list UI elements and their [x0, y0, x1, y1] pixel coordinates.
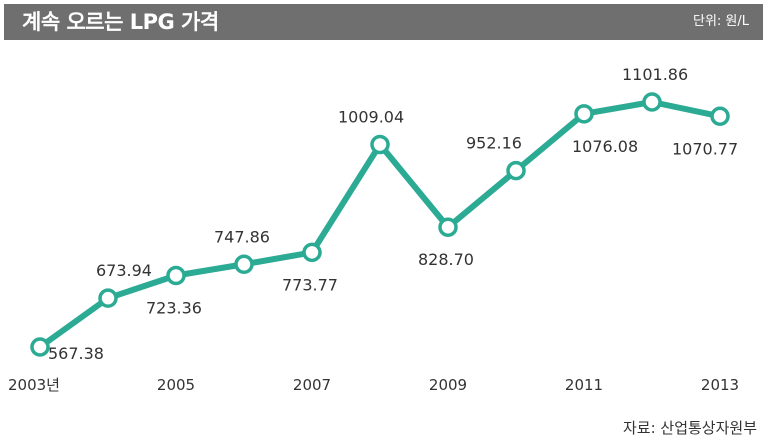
data-point: [574, 104, 594, 124]
data-label: 1009.04: [338, 108, 404, 127]
data-label: 723.36: [146, 299, 202, 318]
data-point: [234, 254, 254, 275]
data-label: 747.86: [214, 227, 270, 246]
data-point: [506, 160, 526, 181]
data-label: 1101.86: [622, 65, 688, 84]
x-tick-label: 2009: [429, 376, 467, 394]
x-tick-label: 2011: [565, 376, 603, 394]
data-label: 828.70: [418, 250, 474, 269]
data-point: [370, 134, 390, 155]
data-label: 673.94: [96, 261, 152, 280]
data-label: 567.38: [48, 344, 104, 363]
data-label: 773.77: [282, 275, 338, 294]
x-tick-label: 2003년: [8, 376, 60, 394]
source-note: 자료: 산업통상자원부: [622, 419, 757, 437]
data-point: [30, 337, 50, 357]
data-point: [642, 92, 662, 112]
data-label: 1070.77: [672, 139, 738, 158]
x-tick-label: 2005: [157, 376, 195, 394]
data-point: [438, 217, 458, 237]
data-point: [302, 242, 322, 263]
unit-label: 단위: 원/L: [692, 14, 749, 29]
data-label: 952.16: [466, 134, 522, 153]
data-point: [98, 288, 118, 308]
chart-header: 계속 오르는 LPG 가격 단위: 원/L: [4, 4, 763, 40]
data-label: 1076.08: [572, 137, 638, 156]
data-point: [166, 265, 186, 286]
x-tick-label: 2013: [701, 376, 739, 394]
chart-title: 계속 오르는 LPG 가격: [22, 10, 219, 34]
x-tick-label: 2007: [293, 376, 331, 394]
data-point: [710, 106, 730, 127]
